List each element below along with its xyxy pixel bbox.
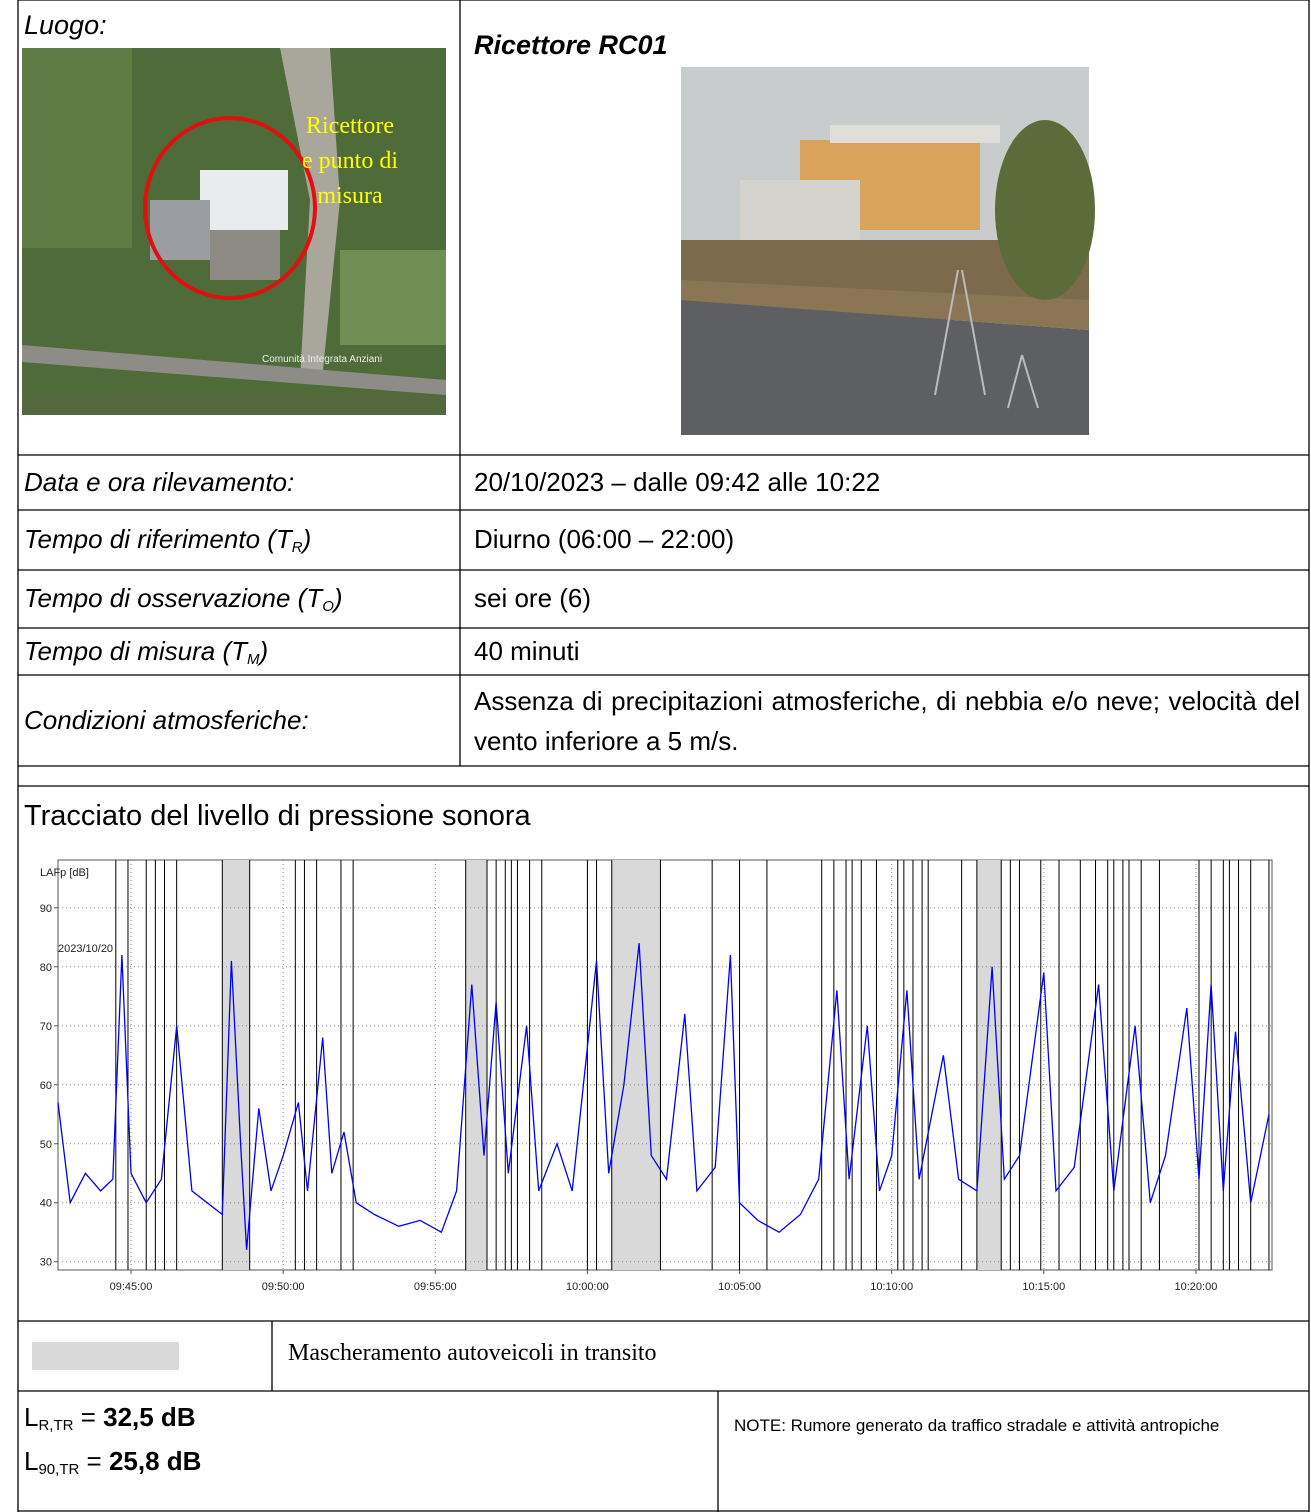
x-tick-label: 10:20:00 [1175,1281,1218,1293]
x-tick-label: 09:50:00 [262,1281,305,1293]
label-tail: ) [259,635,269,666]
row-label: Condizioni atmosferiche: [24,705,309,736]
result: L90,TR = 25,8 dB [24,1446,201,1478]
y-tick-label: 30 [40,1257,52,1269]
aerial-map: Ricettore e punto di misura Comunità Int… [22,48,446,415]
x-tick-label: 10:00:00 [566,1281,609,1293]
row-value: Assenza di precipitazioni atmosferiche, … [474,686,1300,756]
row-label: Tempo di misura (TM) [24,636,268,668]
label-sub: M [247,650,260,668]
label-tail: ) [333,583,343,613]
y-tick-label: 60 [40,1080,52,1092]
label-text: Data e ora rilevamento: [24,466,295,497]
map-label: Ricettore [306,113,394,139]
label-sub: O [322,598,334,615]
plot-area [57,859,1273,1271]
x-tick-label: 09:55:00 [414,1281,457,1293]
label-sub: R [291,539,303,556]
map-label: e punto di [302,148,398,174]
x-tick-label: 10:10:00 [870,1281,913,1293]
label-tail: ) [302,524,312,554]
y-axis-label: LAFp [dB] [40,867,89,879]
result-sub: 90,TR [38,1461,80,1478]
masked-interval [611,860,661,1270]
legend-text: Mascheramento autoveicoli in transito [288,1340,657,1366]
y-tick-label: 50 [40,1139,52,1151]
y-tick-label: 70 [40,1021,52,1033]
result-value: 25,8 dB [108,1446,202,1476]
receptor-title: Ricettore RC01 [474,30,668,60]
location-label: Luogo: [24,10,107,40]
y-tick-label: 40 [40,1198,52,1210]
row-label: Data e ora rilevamento: [24,467,294,498]
x-tick-label: 10:15:00 [1022,1281,1065,1293]
result-sub: R,TR [38,1417,74,1434]
row-value: 20/10/2023 – dalle 09:42 alle 10:22 [474,466,881,497]
result: LR,TR = 32,5 dB [24,1402,196,1434]
result-eq: = [73,1402,104,1432]
note: NOTE: Rumore generato da traffico strada… [734,1416,1220,1435]
y-tick-label: 90 [40,903,52,915]
row-value: sei ore (6) [474,583,592,613]
label-text: Tempo di osservazione (T [24,583,323,613]
label-text: Tempo di riferimento (T [24,524,292,554]
annotation: 2023/10/20 [58,943,113,955]
result-eq: = [79,1446,109,1476]
map-label: misura [317,183,383,209]
result-symbol: L [24,1402,39,1432]
chart-title: Tracciato del livello di pressione sonor… [24,800,531,832]
receptor-photo [681,67,1095,435]
row-value: Diurno (06:00 – 22:00) [474,524,735,554]
label-text: Tempo di misura (T [24,635,247,666]
row-label: Tempo di osservazione (TO) [24,583,343,615]
result-value: 32,5 dB [103,1402,196,1432]
legend-swatch [32,1342,179,1370]
row-label: Tempo di riferimento (TR) [24,524,311,556]
x-tick-label: 10:05:00 [718,1281,761,1293]
y-tick-label: 80 [40,962,52,974]
masked-interval [465,860,488,1270]
x-tick-label: 09:45:00 [110,1281,153,1293]
map-place: Comunità Integrata Anziani [262,354,382,365]
label-text: Condizioni atmosferiche: [24,704,309,735]
result-symbol: L [24,1446,39,1476]
row-value: 40 minuti [474,635,580,666]
level-trace [57,943,1270,1250]
